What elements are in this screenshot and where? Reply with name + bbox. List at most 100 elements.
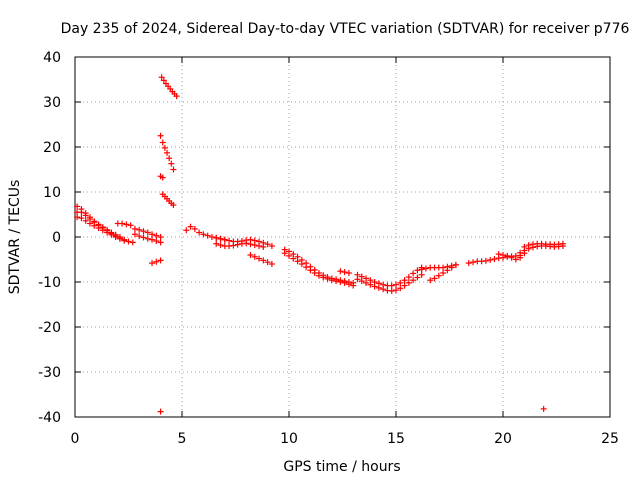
data-point: [260, 257, 267, 264]
data-point: [491, 256, 498, 263]
data-point: [125, 238, 132, 245]
data-point: [435, 272, 442, 279]
data-point: [504, 252, 511, 259]
data-point: [131, 231, 138, 238]
data-point: [393, 287, 399, 294]
data-point: [131, 225, 138, 232]
x-tick-label: 10: [280, 431, 298, 447]
data-point: [517, 249, 524, 256]
data-point: [95, 225, 102, 231]
data-point: [500, 252, 506, 258]
data-point: [341, 269, 348, 276]
data-point: [264, 241, 271, 248]
data-point: [196, 229, 203, 236]
data-point: [112, 234, 119, 240]
data-point: [345, 281, 352, 288]
data-point: [78, 215, 85, 222]
data-point: [422, 265, 429, 272]
data-point: [380, 286, 387, 293]
data-point: [401, 282, 408, 289]
data-point: [164, 149, 171, 156]
x-tick-label: 0: [71, 431, 80, 447]
data-point: [371, 283, 378, 290]
axis-ticks: 0 5 10 15 20 25 -40 -30 -20 -10 0 10 20 30 40: [38, 50, 619, 447]
data-point: [286, 252, 292, 259]
data-point: [414, 274, 421, 281]
data-point: [444, 267, 451, 274]
y-tick-label: -30: [38, 365, 61, 381]
data-point: [247, 252, 254, 258]
data-point: [149, 236, 156, 243]
data-point: [375, 284, 382, 291]
data-point: [298, 261, 305, 267]
data-point: [204, 232, 211, 239]
data-point: [281, 250, 288, 257]
grid-lines: [75, 57, 610, 417]
data-point: [221, 236, 228, 243]
data-point: [315, 272, 322, 279]
data-point: [243, 240, 250, 247]
data-point: [251, 253, 258, 260]
x-tick-label: 20: [494, 431, 512, 447]
data-point: [311, 270, 318, 276]
data-point: [405, 274, 412, 281]
data-point: [358, 278, 365, 285]
data-point: [414, 267, 421, 274]
data-point: [136, 226, 143, 233]
data-point: [183, 227, 190, 234]
y-tick-label: 40: [43, 50, 61, 66]
y-tick-label: 20: [43, 140, 61, 156]
data-point: [388, 288, 395, 294]
data-point: [303, 264, 310, 271]
data-point: [337, 279, 344, 285]
data-point: [487, 256, 494, 263]
data-point: [247, 241, 254, 248]
data-point: [470, 259, 477, 266]
data-point: [264, 259, 271, 266]
data-point: [173, 93, 180, 100]
data-point: [418, 266, 425, 273]
data-point: [159, 174, 166, 181]
data-point: [86, 220, 93, 227]
data-point: [268, 261, 275, 267]
data-point: [157, 132, 164, 139]
data-point: [251, 242, 258, 249]
data-point: [170, 202, 177, 209]
data-point: [508, 254, 515, 261]
data-point: [168, 160, 175, 167]
data-point: [82, 217, 89, 224]
y-tick-label: -40: [38, 410, 61, 426]
data-point: [161, 144, 168, 151]
data-point: [108, 231, 115, 238]
data-point: [213, 240, 220, 247]
data-point: [217, 235, 224, 242]
data-point: [153, 232, 160, 239]
data-point: [140, 228, 147, 235]
data-point: [160, 77, 167, 84]
data-point: [157, 239, 164, 246]
y-tick-label: -10: [38, 275, 61, 291]
data-point: [86, 214, 93, 221]
data-point: [74, 203, 81, 210]
data-point: [397, 285, 404, 292]
data-point: [116, 235, 123, 242]
data-point: [559, 240, 566, 247]
data-point: [136, 233, 143, 240]
data-point: [307, 267, 314, 274]
x-tick-label: 15: [387, 431, 405, 447]
data-point: [149, 260, 156, 267]
data-point: [170, 166, 177, 173]
data-point: [121, 237, 128, 244]
data-point: [452, 261, 459, 268]
data-point: [341, 279, 348, 286]
data-point: [153, 258, 160, 265]
y-tick-label: 30: [43, 95, 61, 111]
data-point: [129, 239, 136, 246]
data-point: [268, 243, 275, 249]
data-point: [140, 234, 147, 241]
data-point: [440, 264, 447, 271]
data-point: [448, 264, 455, 271]
x-axis-title: GPS time / hours: [283, 459, 400, 475]
data-point: [144, 229, 151, 236]
